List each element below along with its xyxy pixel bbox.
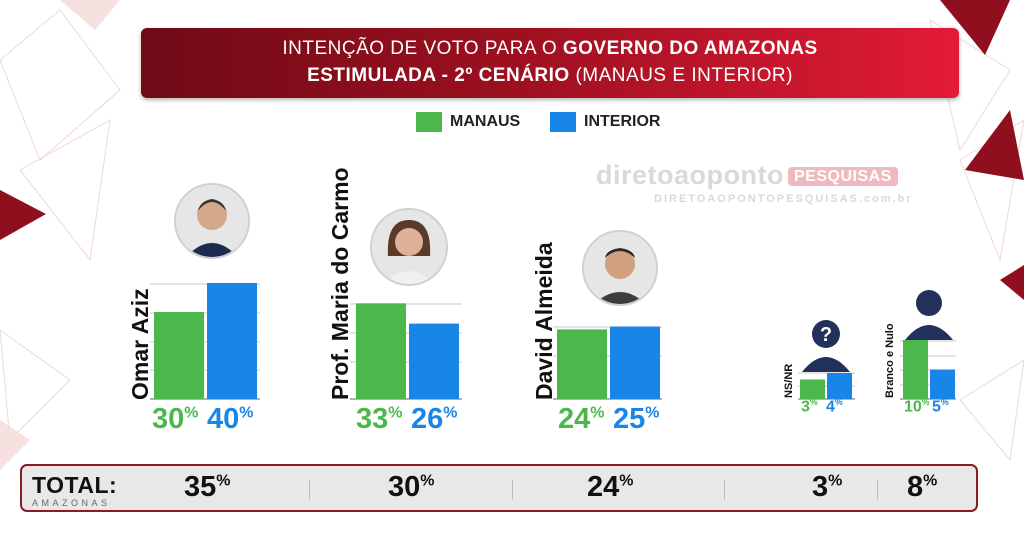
person-silhouette-icon bbox=[905, 290, 953, 340]
category-label-branco-e-nulo: Branco e Nulo bbox=[884, 323, 896, 398]
data-label-branco-e-nulo-manaus: 10% bbox=[904, 397, 930, 416]
title-banner: INTENÇÃO DE VOTO PARA O GOVERNO DO AMAZO… bbox=[141, 28, 959, 98]
total-separator bbox=[512, 480, 513, 500]
bar-branco-e-nulo-manaus bbox=[903, 340, 928, 399]
legend-interior: INTERIOR bbox=[550, 112, 660, 132]
total-value-branco-e-nulo: 8% bbox=[907, 471, 938, 503]
candidate-photo-maria-do-carmo bbox=[370, 208, 448, 286]
data-label-ns-nr-interior: 4% bbox=[826, 397, 843, 416]
bar-prof-maria-do-carmo-manaus bbox=[356, 303, 406, 399]
watermark-url: DIRETOAOPONTOPESQUISAS.com.br bbox=[654, 193, 913, 205]
person-icon bbox=[584, 232, 656, 304]
bar-prof-maria-do-carmo-interior bbox=[409, 323, 459, 399]
data-label-prof-maria-do-carmo-interior: 26% bbox=[411, 403, 458, 435]
person-icon bbox=[176, 185, 248, 257]
category-label-ns-nr: NS/NR bbox=[783, 363, 795, 398]
person-icon bbox=[372, 210, 446, 284]
title-line1-bold: GOVERNO DO AMAZONAS bbox=[562, 38, 818, 59]
data-label-branco-e-nulo-interior: 5% bbox=[932, 397, 949, 416]
data-label-david-almeida-manaus: 24% bbox=[558, 403, 605, 435]
title-line2-regular: (MANAUS E INTERIOR) bbox=[569, 65, 793, 86]
bar-ns-nr-manaus bbox=[800, 379, 825, 399]
category-label-david-almeida: David Almeida bbox=[531, 242, 557, 400]
total-bar: TOTAL: AMAZONAS 35% 30% 24% 3% 8% bbox=[20, 464, 978, 512]
legend-interior-label: INTERIOR bbox=[584, 113, 661, 130]
total-separator bbox=[309, 480, 310, 500]
legend-manaus-label: MANAUS bbox=[450, 113, 521, 130]
legend-manaus: MANAUS bbox=[416, 112, 520, 132]
total-label: TOTAL: bbox=[32, 472, 118, 498]
candidate-photo-david-almeida bbox=[582, 230, 658, 306]
category-label-omar-aziz: Omar Aziz bbox=[127, 288, 153, 400]
watermark-badge: PESQUISAS bbox=[787, 166, 898, 186]
data-label-ns-nr-manaus: 3% bbox=[801, 397, 818, 416]
watermark-brand: diretoaoponto bbox=[596, 160, 784, 190]
total-separator bbox=[724, 480, 725, 500]
total-value-ns-nr: 3% bbox=[812, 471, 843, 503]
title-line2-bold: ESTIMULADA - 2º CENÁRIO bbox=[307, 65, 570, 86]
data-label-david-almeida-interior: 25% bbox=[613, 403, 660, 435]
total-sublabel: AMAZONAS bbox=[32, 498, 111, 508]
bar-ns-nr-interior bbox=[827, 373, 852, 399]
svg-text:?: ? bbox=[820, 324, 832, 346]
candidate-photo-omar-aziz bbox=[174, 183, 250, 259]
data-label-prof-maria-do-carmo-manaus: 33% bbox=[356, 403, 403, 435]
total-value-omar-aziz: 35% bbox=[184, 471, 231, 503]
bar-omar-aziz-interior bbox=[207, 283, 257, 399]
bar-david-almeida-manaus bbox=[557, 329, 607, 399]
total-value-prof-maria-do-carmo: 30% bbox=[388, 471, 435, 503]
bar-david-almeida-interior bbox=[610, 326, 660, 399]
data-label-omar-aziz-manaus: 30% bbox=[152, 403, 199, 435]
legend-manaus-swatch bbox=[416, 112, 442, 132]
legend-interior-swatch bbox=[550, 112, 576, 132]
title-line1-regular: INTENÇÃO DE VOTO PARA O bbox=[282, 38, 563, 59]
bar-omar-aziz-manaus bbox=[154, 312, 204, 399]
total-separator bbox=[877, 480, 878, 500]
total-value-david-almeida: 24% bbox=[587, 471, 634, 503]
data-label-omar-aziz-interior: 40% bbox=[207, 403, 254, 435]
watermark: diretoaoponto PESQUISAS DIRETOAOPONTOPESQ… bbox=[596, 160, 913, 205]
question-person-icon: ? bbox=[802, 320, 850, 372]
category-label-prof-maria-do-carmo: Prof. Maria do Carmo bbox=[327, 167, 353, 400]
bar-branco-e-nulo-interior bbox=[930, 369, 955, 399]
